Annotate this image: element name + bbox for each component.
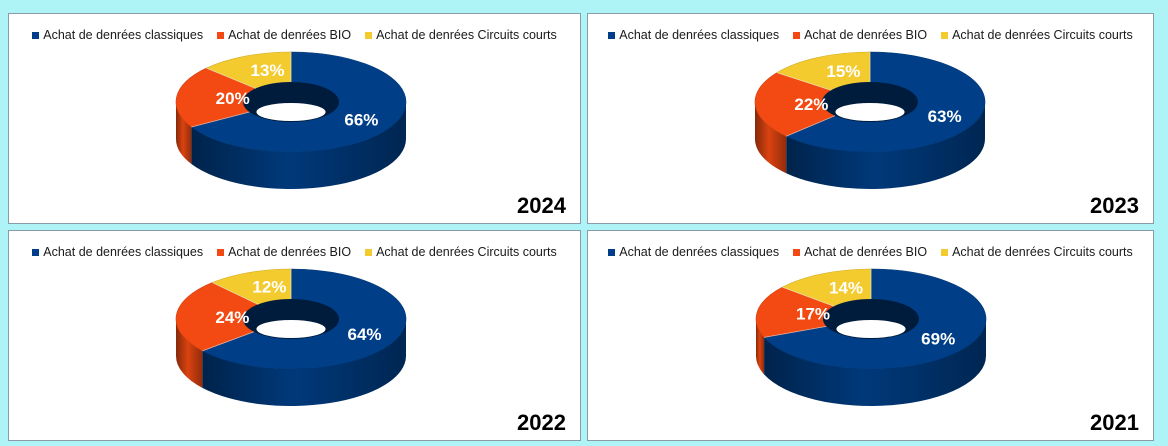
legend-item-circuits: Achat de denrées Circuits courts [365, 28, 557, 42]
legend-item-bio: Achat de denrées BIO [217, 245, 351, 259]
legend-swatch-classiques [608, 248, 616, 256]
legend-label-bio: Achat de denrées BIO [228, 28, 352, 42]
slice-side-bio [176, 102, 192, 164]
legend-swatch-circuits [365, 248, 373, 256]
legend-label-classiques: Achat de denrées classiques [43, 28, 204, 42]
data-label-circuits: 12% [252, 278, 286, 297]
donut-hole-floor [835, 103, 905, 121]
donut-chart-2022: 64% 24%12% [175, 268, 407, 406]
slice-divider [206, 67, 256, 89]
legend-swatch-bio [217, 248, 225, 256]
legend-label-classiques: Achat de denrées classiques [619, 245, 780, 259]
legend-swatch-circuits [941, 248, 949, 256]
legend-label-bio: Achat de denrées BIO [228, 245, 352, 259]
legend-label-bio: Achat de denrées BIO [804, 245, 928, 259]
chart-legend: Achat de denrées classiques Achat de den… [9, 28, 580, 42]
chart-legend: Achat de denrées classiques Achat de den… [588, 245, 1153, 259]
legend-swatch-classiques [608, 31, 616, 39]
legend-swatch-classiques [32, 248, 40, 256]
legend-swatch-bio [793, 31, 801, 39]
data-label-bio: 24% [215, 308, 249, 327]
slice-side-classiques [786, 102, 985, 190]
legend-label-classiques: Achat de denrées classiques [43, 245, 204, 259]
slice-divider [191, 111, 250, 128]
legend-item-classiques: Achat de denrées classiques [32, 28, 203, 42]
chart-year-label: 2024 [517, 193, 566, 218]
slice-side-bio [176, 319, 203, 388]
legend-label-circuits: Achat de denrées Circuits courts [952, 28, 1133, 42]
chart-panel-2023: Achat de denrées classiques Achat de den… [587, 13, 1154, 224]
legend-item-bio: Achat de denrées BIO [217, 28, 351, 42]
chart-year-label: 2023 [1090, 193, 1139, 218]
legend-item-classiques: Achat de denrées classiques [608, 28, 779, 42]
data-label-classiques: 64% [347, 325, 381, 344]
slice-divider [212, 282, 259, 305]
slice-divider [786, 115, 836, 137]
data-label-classiques: 66% [344, 111, 378, 130]
donut-chart-2021: 69% 17% 14% [755, 268, 987, 406]
chart-panel-2022: Achat de denrées classiques Achat de den… [8, 230, 581, 441]
legend-item-bio: Achat de denrées BIO [793, 28, 927, 42]
legend-label-circuits: Achat de denrées Circuits courts [952, 245, 1133, 259]
legend-label-classiques: Achat de denrées classiques [619, 28, 780, 42]
data-label-bio: 20% [216, 89, 250, 108]
slice-side-classiques [202, 319, 406, 406]
data-label-bio: 22% [794, 95, 828, 114]
legend-swatch-classiques [32, 31, 40, 39]
data-label-bio: 17% [796, 305, 830, 324]
donut-chart-2024: 66% 20%13% [175, 51, 407, 189]
donut-hole-floor [836, 320, 906, 338]
slice-side-classiques [191, 102, 406, 189]
chart-year-label: 2022 [517, 410, 566, 435]
data-label-circuits: 15% [826, 62, 860, 81]
donut-hole-floor [256, 103, 326, 121]
slice-side-classiques [764, 319, 986, 406]
chart-legend: Achat de denrées classiques Achat de den… [588, 28, 1153, 42]
slice-divider [776, 72, 832, 91]
slice-side-bio [756, 319, 765, 375]
legend-label-circuits: Achat de denrées Circuits courts [376, 245, 557, 259]
legend-item-circuits: Achat de denrées Circuits courts [365, 245, 557, 259]
data-label-classiques: 69% [921, 330, 955, 349]
slice-bio [754, 72, 836, 137]
chart-panel-2021: Achat de denrées classiques Achat de den… [587, 230, 1154, 441]
slice-side-bio [755, 102, 787, 174]
legend-item-bio: Achat de denrées BIO [793, 245, 927, 259]
donut-chart-2023: 63% 22% 15% [754, 51, 986, 190]
legend-swatch-bio [793, 248, 801, 256]
legend-item-classiques: Achat de denrées classiques [608, 245, 779, 259]
legend-label-bio: Achat de denrées BIO [804, 28, 928, 42]
legend-swatch-circuits [941, 31, 949, 39]
slice-divider [202, 331, 255, 352]
chart-legend: Achat de denrées classiques Achat de den… [9, 245, 580, 259]
legend-item-circuits: Achat de denrées Circuits courts [941, 245, 1133, 259]
data-label-circuits: 14% [829, 278, 863, 297]
slice-divider [764, 325, 827, 338]
donut-hole-floor [256, 320, 326, 338]
data-label-classiques: 63% [928, 107, 962, 126]
legend-swatch-circuits [365, 31, 373, 39]
slice-divider [782, 286, 835, 307]
chart-panel-2024: Achat de denrées classiques Achat de den… [8, 13, 581, 224]
legend-label-circuits: Achat de denrées Circuits courts [376, 28, 557, 42]
legend-item-circuits: Achat de denrées Circuits courts [941, 28, 1133, 42]
chart-year-label: 2021 [1090, 410, 1139, 435]
legend-swatch-bio [217, 31, 225, 39]
data-label-circuits: 13% [250, 61, 284, 80]
legend-item-classiques: Achat de denrées classiques [32, 245, 203, 259]
